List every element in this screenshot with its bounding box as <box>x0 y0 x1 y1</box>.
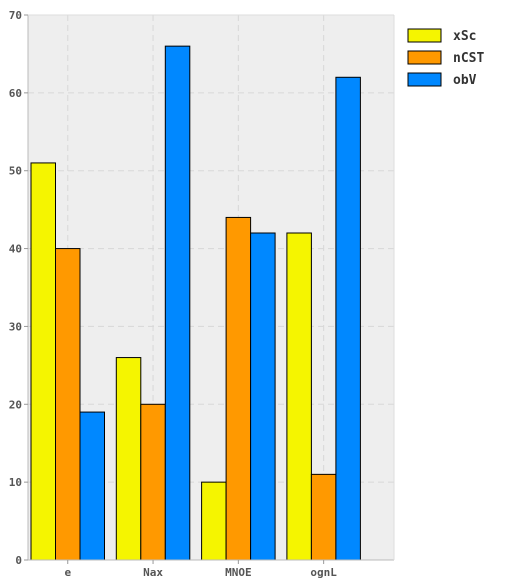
bar-xSc-MNOE <box>201 481 227 561</box>
y-tick-label: 30 <box>9 320 22 333</box>
y-tick-label: 50 <box>9 165 22 178</box>
y-tick-label: 20 <box>9 398 22 411</box>
x-tick-label: Nax <box>143 566 163 579</box>
y-tick-label: 70 <box>9 9 22 22</box>
x-tick-label: e <box>64 566 71 579</box>
y-axis-ticks: 0 10 20 30 40 50 60 70 <box>9 9 28 567</box>
bar-nCST-ognL <box>310 473 337 561</box>
x-axis-ticks: e Nax MNOE ognL <box>64 560 337 579</box>
bar-nCST-MNOE <box>225 216 252 561</box>
legend-label-nCST: nCST <box>453 51 484 66</box>
axes <box>27 14 395 561</box>
x-tick-label: MNOE <box>225 566 252 579</box>
y-tick-label: 0 <box>15 554 22 567</box>
bar-xSc-e <box>30 162 56 561</box>
bar-xSc-Nax <box>115 357 142 561</box>
legend-swatch-obV <box>407 72 442 87</box>
bar-nCST-Nax <box>140 403 166 561</box>
y-tick-label: 10 <box>9 476 22 489</box>
legend-swatch-nCST <box>407 50 442 65</box>
legend-label-obV: obV <box>453 73 477 88</box>
legend-swatch-xSc <box>407 28 442 43</box>
bar-obV-MNOE <box>250 232 276 561</box>
bar-xSc-ognL <box>286 232 312 561</box>
x-tick-label: ognL <box>310 566 337 579</box>
y-tick-label: 40 <box>9 243 22 256</box>
bar-obV-Nax <box>164 45 191 561</box>
bar-obV-e <box>79 411 105 561</box>
y-tick-label: 60 <box>9 87 22 100</box>
legend: xSc nCST obV <box>407 28 484 88</box>
bar-nCST-e <box>55 248 81 561</box>
bar-obV-ognL <box>335 76 361 561</box>
legend-label-xSc: xSc <box>453 29 476 44</box>
bars <box>30 45 361 561</box>
